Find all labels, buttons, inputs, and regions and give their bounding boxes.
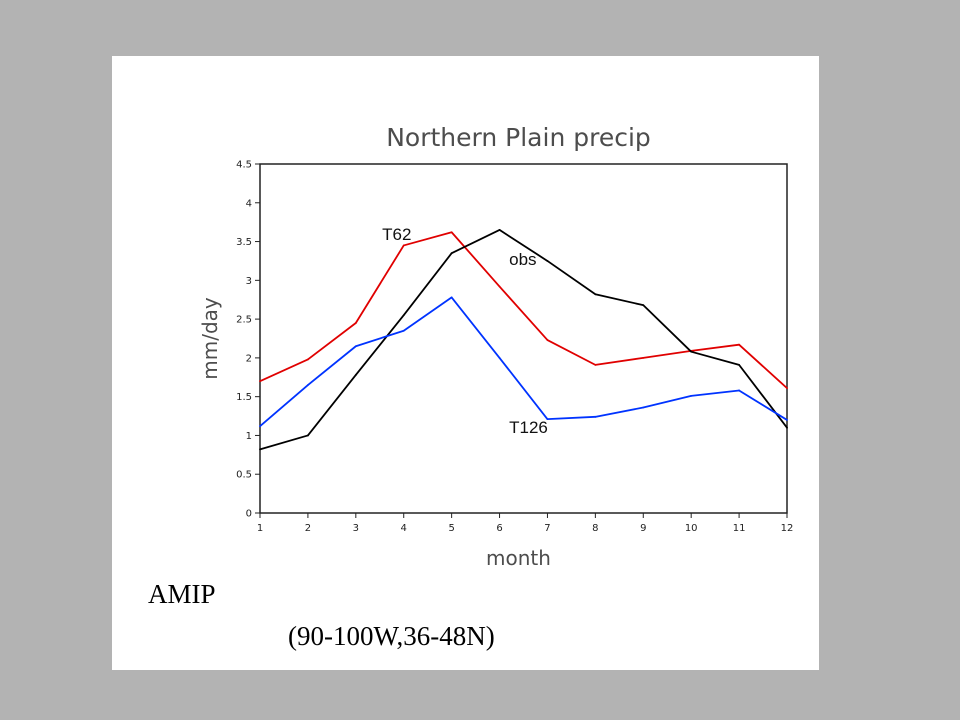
data-point-t62 xyxy=(594,363,597,366)
y-tick-label: 2.5 xyxy=(236,315,252,326)
y-tick-label: 2 xyxy=(246,353,252,364)
caption-amip: AMIP xyxy=(148,579,216,609)
y-tick-label: 0 xyxy=(246,509,252,520)
x-tick-label: 2 xyxy=(305,523,311,534)
y-tick-label: 0.5 xyxy=(236,470,252,481)
series-line-obs xyxy=(259,229,788,451)
data-point-t126 xyxy=(307,384,309,386)
data-point-t126 xyxy=(450,296,453,299)
data-point-t62 xyxy=(450,231,453,234)
data-point-t62 xyxy=(546,339,549,341)
data-point-obs xyxy=(642,304,645,307)
series-label-t126: T126 xyxy=(509,418,548,437)
y-axis-label: mm/day xyxy=(198,297,222,380)
series-line-t126 xyxy=(259,296,788,427)
data-point-obs xyxy=(690,350,693,353)
data-point-t126 xyxy=(786,419,788,421)
data-point-t126 xyxy=(259,425,261,428)
data-point-t62 xyxy=(786,387,788,390)
data-point-t62 xyxy=(354,322,357,324)
series-label-obs: obs xyxy=(509,250,536,269)
data-point-t62 xyxy=(307,358,309,361)
x-tick-label: 5 xyxy=(448,523,454,534)
data-point-t62 xyxy=(259,380,261,383)
data-point-t126 xyxy=(402,329,405,332)
slide-panel: Northern Plain precip 0 0.5 1 1.5 2 2.5 3 3.5 4 4.… xyxy=(112,56,819,670)
data-point-t126 xyxy=(354,345,357,348)
y-tick-label: 3 xyxy=(246,276,252,287)
data-point-t62 xyxy=(738,343,740,346)
series-line-t62 xyxy=(259,231,788,389)
x-tick-label: 10 xyxy=(685,523,698,534)
y-tick-label: 1.5 xyxy=(236,392,252,403)
data-point-t62 xyxy=(402,244,405,247)
y-tick-label: 1 xyxy=(246,431,252,442)
data-point-t126 xyxy=(498,356,501,359)
data-point-t62 xyxy=(498,285,501,288)
chart-title: Northern Plain precip xyxy=(386,123,651,152)
data-point-obs xyxy=(738,363,740,366)
plot-frame xyxy=(259,163,788,514)
x-tick-label: 12 xyxy=(781,523,794,534)
x-tick-label: 3 xyxy=(353,523,359,534)
data-point-t62 xyxy=(642,356,645,359)
data-point-obs xyxy=(498,229,501,231)
x-tick-label: 6 xyxy=(496,523,502,534)
data-point-obs xyxy=(354,374,357,376)
precip-line-chart: Northern Plain precip 0 0.5 1 1.5 2 2.5 3 3.5 4 4.… xyxy=(198,123,794,570)
y-tick-label: 3.5 xyxy=(236,237,252,248)
data-point-obs xyxy=(594,293,597,296)
data-point-obs xyxy=(450,252,453,255)
y-tick-label: 4 xyxy=(246,198,252,209)
data-point-t126 xyxy=(738,389,740,392)
data-point-t126 xyxy=(546,418,549,421)
data-point-obs xyxy=(259,448,261,451)
data-point-obs xyxy=(546,260,549,262)
data-point-obs xyxy=(307,434,309,437)
x-axis-label: month xyxy=(486,546,551,570)
x-tick-label: 11 xyxy=(733,523,746,534)
y-tick-label: 4.5 xyxy=(236,160,252,171)
caption-region: (90-100W,36-48N) xyxy=(288,621,495,651)
series-label-t62: T62 xyxy=(382,225,411,244)
data-point-t126 xyxy=(690,394,693,397)
x-tick-label: 1 xyxy=(257,523,263,534)
x-tick-label: 8 xyxy=(592,523,598,534)
x-tick-label: 4 xyxy=(401,523,407,534)
data-point-obs xyxy=(402,314,405,317)
data-point-obs xyxy=(786,426,788,429)
data-point-t126 xyxy=(594,415,597,418)
x-tick-label: 9 xyxy=(640,523,646,534)
x-tick-label: 7 xyxy=(544,523,550,534)
data-point-t126 xyxy=(642,406,645,409)
